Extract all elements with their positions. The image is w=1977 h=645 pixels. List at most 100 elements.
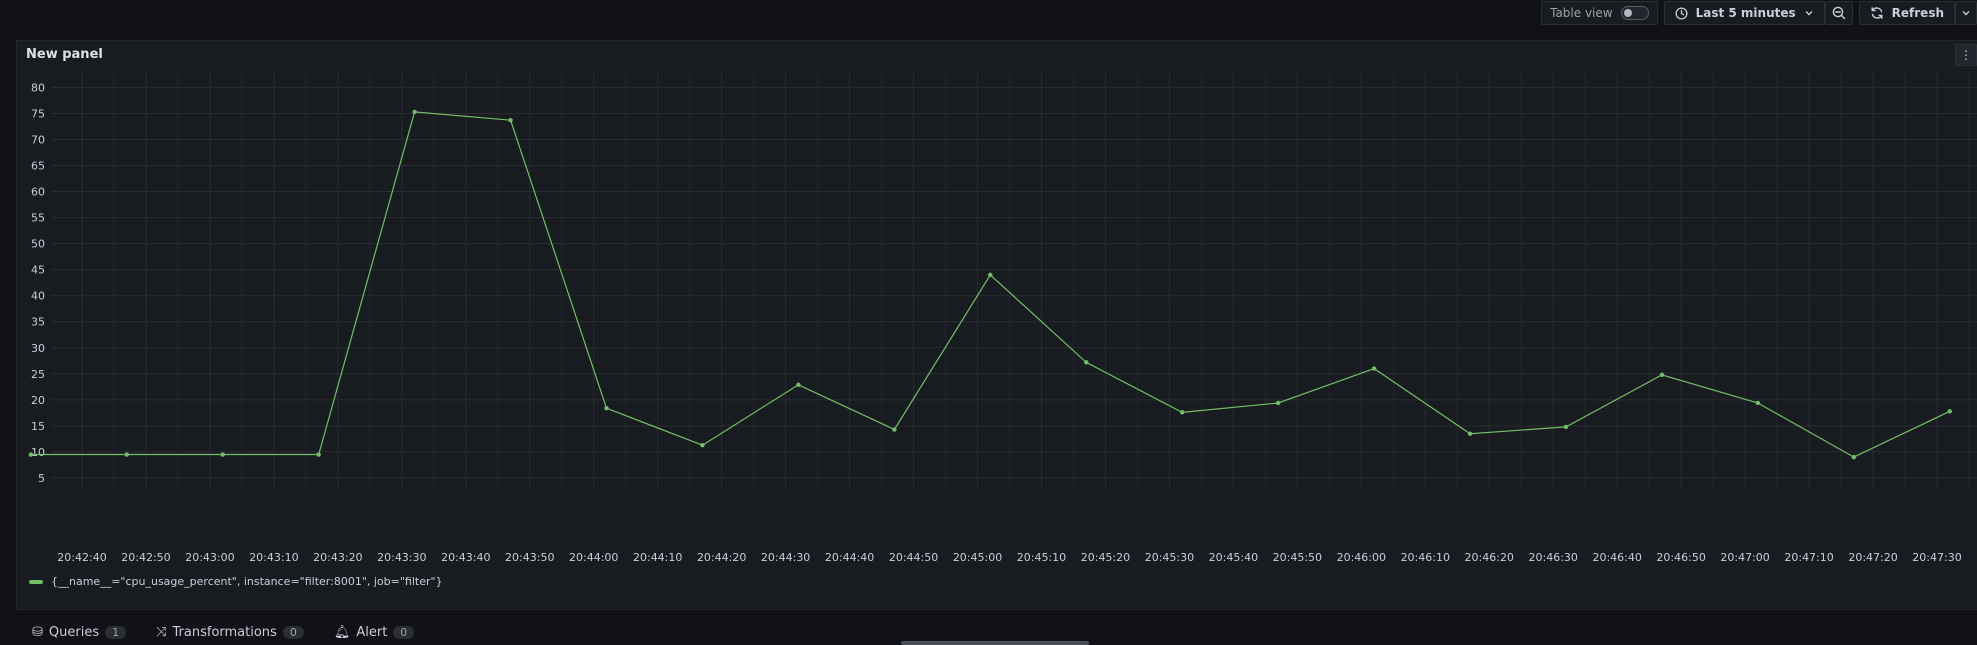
x-tick-label: 20:44:00 [569,551,618,564]
y-tick-label: 35 [31,316,45,329]
zoom-out-button[interactable] [1824,1,1853,25]
data-point [1180,410,1185,415]
x-tick-label: 20:47:10 [1784,551,1833,564]
transform-icon: ⤨ [156,625,167,640]
y-tick-label: 45 [31,264,45,277]
y-tick-label: 55 [31,212,45,225]
refresh-controls: Refresh [1858,1,1977,25]
y-tick-label: 70 [31,133,45,146]
x-tick-label: 20:47:00 [1720,551,1769,564]
chevron-down-icon [1962,11,1970,16]
dashboard-toolbar: Table view Last 5 minutes [1541,0,1977,26]
table-view-toggle[interactable]: Table view [1541,1,1658,25]
x-tick-label: 20:44:10 [633,551,682,564]
horizontal-scrollbar[interactable] [901,641,1089,645]
legend-color-swatch [29,579,43,584]
switch-knob [1623,9,1632,17]
database-icon: ⛁ [32,625,43,640]
data-point [124,452,129,457]
legend-series-label: {__name__="cpu_usage_percent", instance=… [51,575,443,588]
data-point [892,427,897,432]
x-tick-label: 20:46:50 [1656,551,1705,564]
x-tick-label: 20:45:00 [953,551,1002,564]
x-tick-label: 20:46:10 [1401,551,1450,564]
x-tick-label: 20:45:50 [1273,551,1322,564]
tab-count: 0 [282,626,304,639]
panel-title: New panel [26,47,103,62]
data-point [1084,360,1089,365]
x-tick-label: 20:45:10 [1017,551,1066,564]
y-tick-label: 15 [31,420,45,433]
data-point [988,272,993,278]
y-tick-label: 25 [31,368,45,381]
chart-legend[interactable]: {__name__="cpu_usage_percent", instance=… [29,575,443,588]
chevron-down-icon [1805,11,1813,16]
x-tick-label: 20:45:20 [1081,551,1130,564]
x-tick-label: 20:43:00 [185,551,234,564]
x-tick-label: 20:43:50 [505,551,554,564]
x-tick-label: 20:46:20 [1465,551,1514,564]
x-tick-label: 20:46:40 [1592,551,1641,564]
y-tick-label: 65 [31,160,45,173]
time-series-chart[interactable]: 5 10 15 20 25 30 35 40 45 50 55 60 65 70 75 80 20:42:40 2… [17,41,1977,571]
data-point [1851,454,1857,460]
refresh-interval-dropdown[interactable] [1955,1,1977,25]
x-tick-label: 20:44:50 [889,551,938,564]
query-editor-tabs: ⛁ Queries 1 ⤨ Transformations 0 🔔︎ Alert… [32,625,415,640]
data-point [1947,409,1952,414]
y-tick-label: 10 [31,446,45,459]
table-view-switch[interactable] [1620,6,1649,20]
x-tick-label: 20:43:10 [249,551,298,564]
y-tick-label: 20 [31,394,45,407]
refresh-button[interactable]: Refresh [1858,1,1955,25]
data-point [796,382,801,387]
y-tick-label: 30 [31,342,45,355]
y-tick-label: 50 [31,238,45,251]
y-tick-label: 80 [31,81,45,94]
x-tick-label: 20:46:00 [1337,551,1386,564]
y-tick-label: 5 [38,472,45,485]
x-tick-label: 20:44:20 [697,551,746,564]
y-tick-label: 75 [31,107,45,120]
data-point [220,452,225,457]
x-tick-label: 20:43:30 [377,551,426,564]
data-point [1659,372,1665,378]
x-tick-label: 20:44:30 [761,551,810,564]
y-tick-label: 40 [31,290,45,303]
x-tick-label: 20:43:40 [441,551,490,564]
tab-label: Transformations [172,625,277,640]
data-point [316,452,321,457]
data-point [412,109,417,115]
x-tick-label: 20:45:40 [1209,551,1258,564]
x-tick-label: 20:42:40 [57,551,106,564]
x-tick-label: 20:47:30 [1912,551,1961,564]
clock-icon [1675,6,1688,20]
tab-queries[interactable]: ⛁ Queries 1 [32,625,127,640]
more-vertical-icon: ⋮ [1960,48,1972,62]
data-point [700,442,705,448]
time-controls: Last 5 minutes [1663,1,1853,25]
refresh-label: Refresh [1891,6,1944,20]
zoom-out-icon [1832,6,1845,20]
x-tick-label: 20:42:50 [121,551,170,564]
time-series-panel: New panel ⋮ 5 10 15 20 25 30 35 40 45 50 55 60 65 70 7… [16,40,1977,645]
time-range-label: Last 5 minutes [1695,6,1796,20]
data-point [1563,424,1569,430]
tab-count: 1 [105,626,127,639]
tab-label: Alert [356,625,388,640]
data-point [604,405,609,411]
tab-transformations[interactable]: ⤨ Transformations 0 [156,625,304,640]
table-view-label: Table view [1550,6,1613,20]
time-range-picker[interactable]: Last 5 minutes [1663,1,1825,25]
x-tick-label: 20:43:20 [313,551,362,564]
x-tick-label: 20:47:20 [1848,551,1897,564]
data-point [1371,366,1377,371]
data-point [508,118,513,123]
bell-icon: 🔔︎ [333,625,351,640]
series-line [30,111,1951,458]
tab-alert[interactable]: 🔔︎ Alert 0 [333,625,415,640]
data-point [1467,431,1473,436]
x-tick-label: 20:46:30 [1529,551,1578,564]
tab-label: Queries [48,625,100,640]
data-point [1755,400,1761,406]
